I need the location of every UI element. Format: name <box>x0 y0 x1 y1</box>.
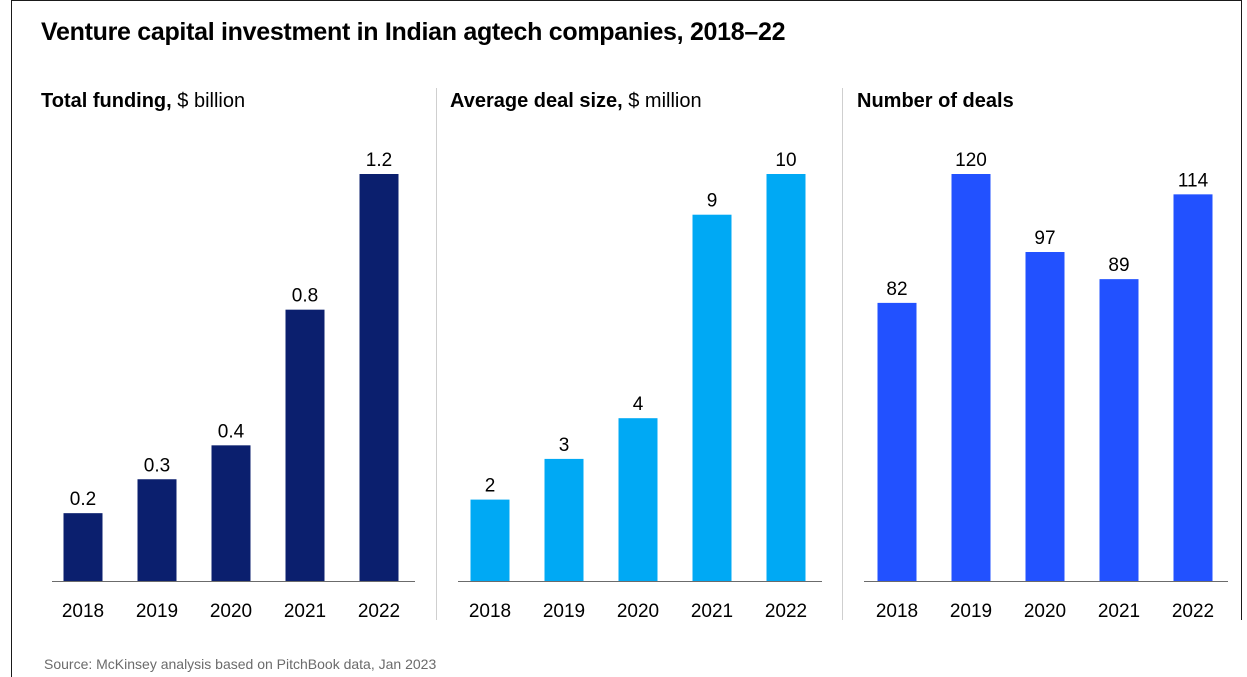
data-label: 0.4 <box>218 421 245 442</box>
chart-panel-number-of-deals: 82 2018 120 2019 97 2020 89 2021 114 2022 <box>864 150 1228 622</box>
bar-2019 <box>137 479 177 581</box>
chart-panel-total-funding: 0.2 2018 0.3 2019 0.4 2020 0.8 2021 1.2 2022 <box>52 150 415 622</box>
frame-left-border <box>11 0 12 677</box>
data-label: 3 <box>559 435 570 456</box>
x-tick-label: 2019 <box>543 601 585 622</box>
data-label: 97 <box>1034 228 1055 249</box>
panel-title-unit: $ million <box>622 90 702 112</box>
data-label: 1.2 <box>366 150 392 171</box>
source-note: Source: McKinsey analysis based on Pitch… <box>44 656 437 672</box>
bar-2018 <box>470 499 510 581</box>
panel-divider <box>436 88 437 620</box>
frame-right-border <box>1241 0 1242 620</box>
chart-title: Venture capital investment in Indian agt… <box>41 18 786 46</box>
data-label: 10 <box>775 150 796 171</box>
x-tick-label: 2022 <box>1172 601 1214 622</box>
x-tick-label: 2019 <box>950 601 992 622</box>
bar-2018 <box>63 513 103 581</box>
frame-top-border <box>12 0 1242 1</box>
data-label: 0.2 <box>70 489 96 510</box>
data-label: 9 <box>707 191 718 212</box>
bar-2018 <box>877 302 917 581</box>
bar-2020 <box>211 445 251 581</box>
panel-title-number-of-deals: Number of deals <box>857 90 1014 113</box>
panel-title-bold: Number of deals <box>857 90 1014 112</box>
x-tick-label: 2021 <box>691 601 733 622</box>
data-label: 82 <box>886 279 907 300</box>
panel-title-bold: Total funding, <box>41 90 172 112</box>
x-tick-label: 2020 <box>210 601 252 622</box>
x-tick-label: 2021 <box>1098 601 1140 622</box>
panel-title-unit: $ billion <box>171 90 246 112</box>
data-label: 89 <box>1108 255 1129 276</box>
x-tick-label: 2020 <box>1024 601 1066 622</box>
bar-2022 <box>766 174 806 581</box>
x-tick-label: 2018 <box>469 601 511 622</box>
bar-2021 <box>692 214 732 581</box>
data-label: 120 <box>955 150 987 171</box>
data-label: 0.8 <box>292 286 318 307</box>
x-tick-label: 2018 <box>62 601 104 622</box>
data-label: 0.3 <box>144 455 170 476</box>
x-tick-label: 2022 <box>358 601 400 622</box>
bar-2021 <box>1099 279 1139 581</box>
x-tick-label: 2021 <box>284 601 326 622</box>
panel-title-average-deal-size: Average deal size, $ million <box>450 90 702 113</box>
panel-title-bold: Average deal size, <box>450 90 623 112</box>
bar-2020 <box>618 418 658 581</box>
x-tick-label: 2022 <box>765 601 807 622</box>
x-tick-label: 2020 <box>617 601 659 622</box>
bar-2022 <box>359 174 399 581</box>
bar-2022 <box>1173 194 1213 581</box>
x-tick-label: 2018 <box>876 601 918 622</box>
data-label: 4 <box>633 394 644 415</box>
panel-divider <box>842 88 843 620</box>
bar-2020 <box>1025 252 1065 581</box>
data-label: 114 <box>1178 170 1209 191</box>
bar-2021 <box>285 309 325 581</box>
data-label: 2 <box>485 476 496 497</box>
panel-title-total-funding: Total funding, $ billion <box>41 90 245 113</box>
chart-panel-average-deal-size: 2 2018 3 2019 4 2020 9 2021 10 2022 <box>458 150 822 622</box>
x-tick-label: 2019 <box>136 601 178 622</box>
bar-2019 <box>544 458 584 581</box>
bar-2019 <box>951 174 991 581</box>
